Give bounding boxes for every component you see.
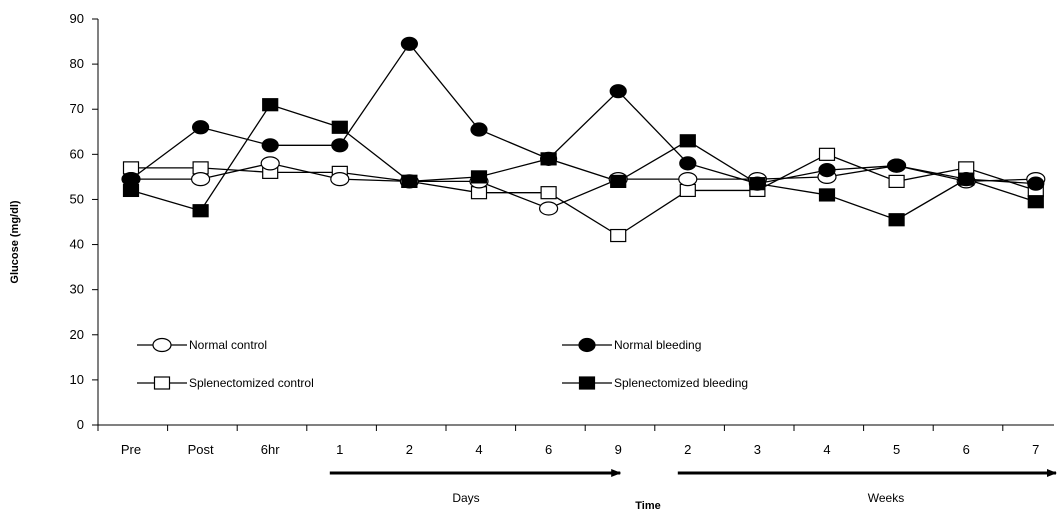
data-point [401,174,418,188]
period-label: Days [452,491,479,505]
data-point [539,151,558,166]
x-tick-label: 2 [406,442,413,457]
plot-series [121,36,1046,243]
data-point [610,228,627,243]
period-annotations: Days Weeks [329,469,1057,505]
series-line [130,103,1037,221]
data-point [330,172,350,187]
x-tick-label: 4 [475,442,482,457]
legend-marker [578,337,596,353]
data-point [470,122,488,137]
data-point [1027,176,1045,191]
x-tick-label: 3 [754,442,761,457]
y-tick-label: 60 [70,146,84,161]
legend-label: Normal bleeding [614,338,701,352]
data-point [260,156,280,171]
x-tick-label: 6 [545,442,552,457]
data-point [262,98,279,112]
legend-label: Normal control [189,338,267,352]
data-point [470,170,488,184]
data-point [540,186,557,200]
legend-marker [152,337,172,353]
data-point [818,147,836,161]
legend-label: Splenectomized control [189,376,314,390]
data-point [818,163,836,178]
y-tick-label: 30 [70,282,84,297]
series-line [131,162,1036,210]
data-point [957,172,975,187]
period-label: Weeks [868,491,904,505]
y-tick-label: 10 [70,372,84,387]
data-point [609,84,627,99]
y-tick-label: 20 [70,327,84,342]
y-axis-title: Glucose (mg/dl) [9,200,21,283]
data-point [818,188,836,202]
x-tick-label: 5 [893,442,900,457]
x-tick-label: 1 [336,442,343,457]
y-tick-label: 80 [70,56,84,71]
x-axis-title: Time [635,500,660,512]
data-point [679,134,696,148]
x-tick-label: 4 [823,442,830,457]
data-point [331,138,349,153]
x-tick-label: 6hr [261,442,280,457]
data-point [122,172,140,187]
data-point [1027,195,1044,209]
data-point [192,120,210,135]
series-line [130,42,1036,185]
series-line [131,153,1037,237]
data-point [678,172,698,187]
legend: Normal control Normal bleeding Splenectomi… [137,337,748,390]
x-tick-label: 2 [684,442,691,457]
x-tick-label: 9 [615,442,622,457]
data-point [888,213,905,227]
y-tick-label: 0 [77,417,84,432]
data-point [192,204,209,218]
data-point [538,201,559,216]
y-tick-label: 50 [70,191,84,206]
data-point [887,158,906,173]
x-axis: Pre Post 6hr 1 2 4 6 9 2 3 4 5 6 7 [97,424,1054,457]
legend-label: Splenectomized bleeding [614,376,748,390]
data-point [888,174,905,188]
y-axis: 0 10 20 30 40 50 60 70 80 90 [70,11,99,432]
data-point [191,172,211,187]
legend-marker [153,376,171,390]
y-tick-label: 90 [70,11,84,26]
x-tick-label: 6 [963,442,970,457]
data-point [610,174,627,188]
legend-marker [578,376,596,390]
y-tick-label: 70 [70,101,84,116]
x-tick-label: Pre [121,442,141,457]
x-tick-label: 7 [1032,442,1039,457]
x-tick-label: Post [188,442,214,457]
data-point [331,120,348,134]
data-point [679,156,697,171]
data-point [261,138,279,153]
data-point [400,36,418,51]
data-point [748,176,767,191]
y-tick-label: 40 [70,237,84,252]
